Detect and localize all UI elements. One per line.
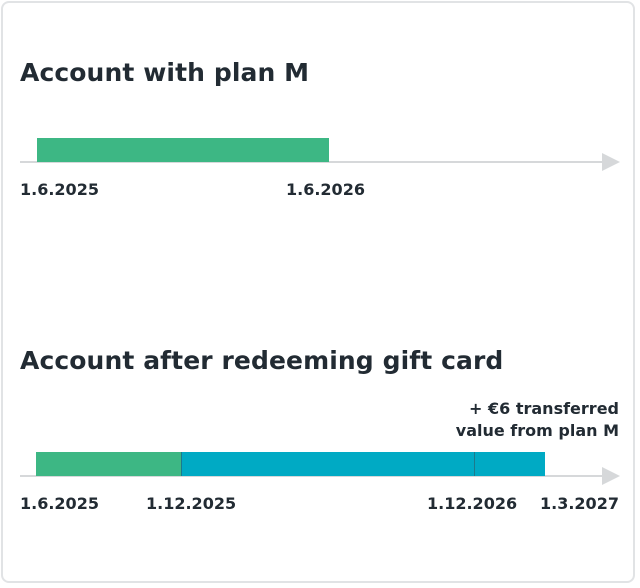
transferred-value-note-line2: value from plan M [455,421,619,440]
section-title-gift-card: Account after redeeming gift card [20,346,504,375]
transferred-value-note-line1: + €6 transferred [469,399,619,418]
segment-divider [181,452,182,476]
date-label-gift-end: 1.12.2026 [427,494,518,513]
arrow-right-icon [602,467,620,485]
timeline-axis-gift-card [20,475,606,477]
plan-m-period-bar [37,138,329,162]
date-label-gift-start: 1.12.2025 [146,494,237,513]
date-label-start: 1.6.2025 [20,180,99,199]
segment-divider [474,452,475,476]
transferred-value-note: + €6 transferred value from plan M [456,398,619,442]
date-label-end: 1.6.2026 [286,180,365,199]
plan-m-remaining-bar [36,452,182,476]
arrow-right-icon [602,153,620,171]
timeline-axis-plan-m [20,161,606,163]
date-label-start: 1.6.2025 [20,494,99,513]
section-title-plan-m: Account with plan M [20,58,310,87]
date-label-final-end: 1.3.2027 [540,494,619,513]
gift-card-period-bar [182,452,545,476]
